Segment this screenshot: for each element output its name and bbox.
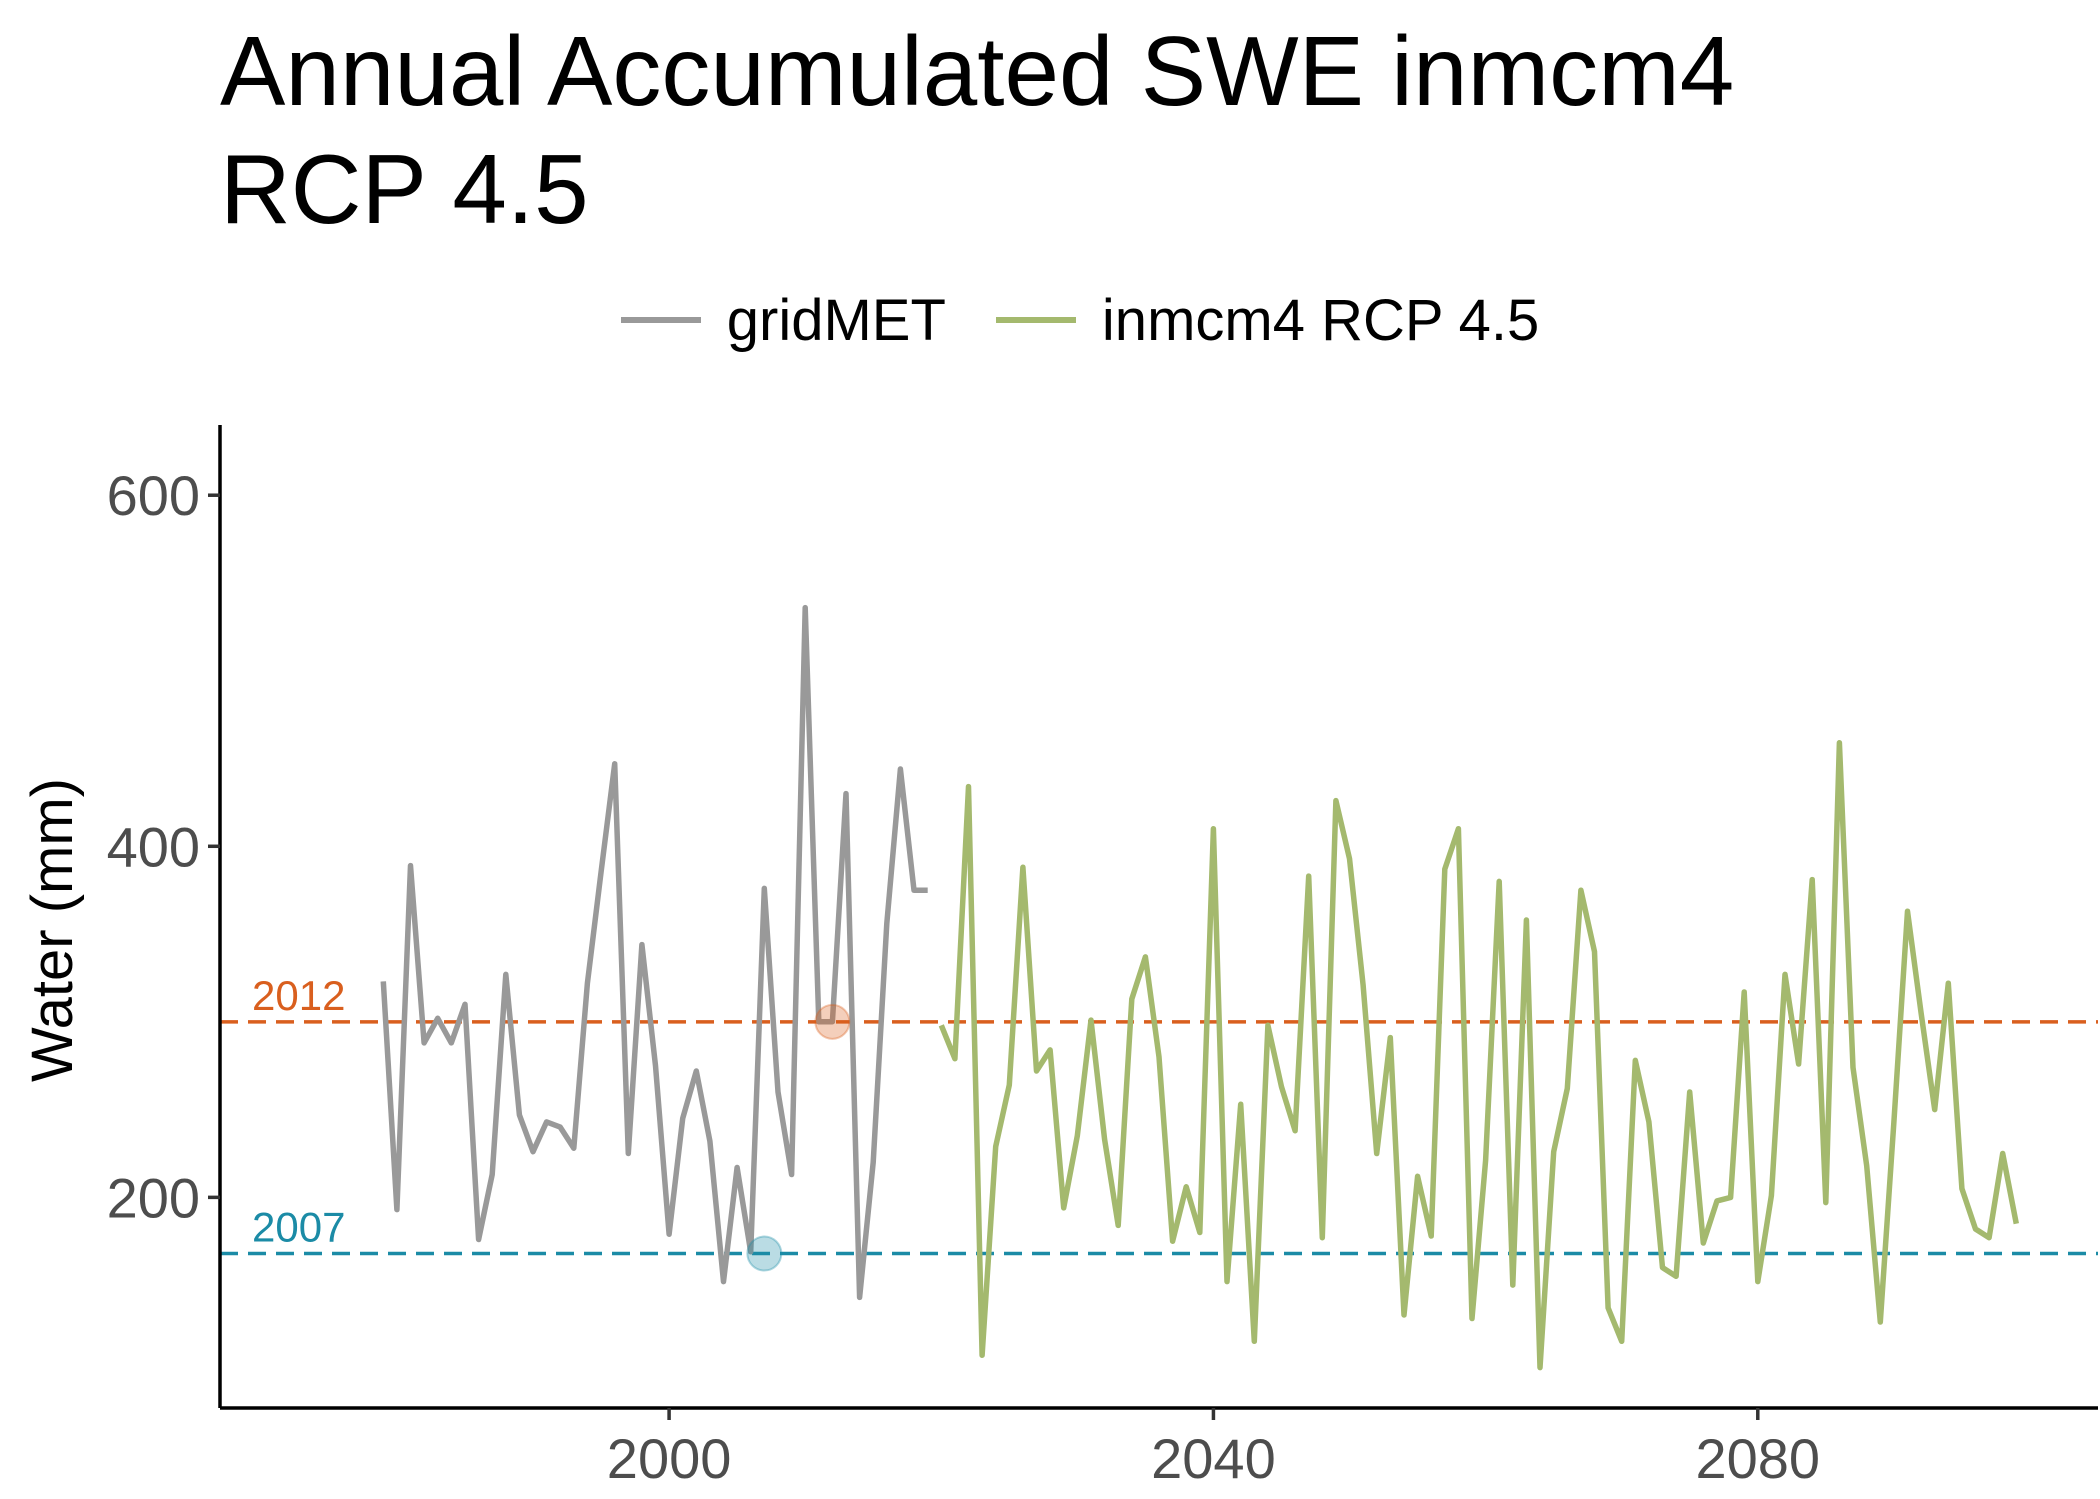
x-tick-label-2040: 2040 (1151, 1427, 1276, 1490)
y-axis-title: Water (mm) (20, 778, 85, 1082)
series-line-gridmet (380, 604, 928, 1301)
legend-key-inmcm4 (995, 317, 1076, 323)
legend-entry-gridmet: gridMET (620, 287, 946, 354)
series-line-inmcm4 (938, 739, 2019, 1371)
axes-layer: 200 400 600 2000 2040 2080 (107, 425, 2098, 1490)
y-tick-label-400: 400 (107, 815, 200, 878)
reference-lines-layer: 2012 2007 (220, 972, 2098, 1256)
highlight-point-2007 (746, 1235, 783, 1272)
legend-entry-inmcm4: inmcm4 RCP 4.5 (995, 287, 1540, 354)
legend-label-inmcm4: inmcm4 RCP 4.5 (1101, 287, 1540, 353)
reference-label-2007: 2007 (252, 1204, 345, 1251)
chart-title-line-1: Annual Accumulated SWE inmcm4 (220, 16, 1735, 126)
x-tick-label-2000: 2000 (607, 1427, 732, 1490)
y-tick-label-200: 200 (107, 1166, 200, 1229)
y-tick-label-600: 600 (107, 464, 200, 527)
marker-layer (746, 1003, 851, 1272)
highlight-point-2012 (814, 1003, 851, 1040)
legend-label-gridmet: gridMET (726, 287, 946, 353)
x-tick-label-2080: 2080 (1695, 1427, 1820, 1490)
reference-label-2012: 2012 (252, 972, 345, 1019)
legend: gridMET inmcm4 RCP 4.5 (0, 284, 2100, 356)
chart-title-line-2: RCP 4.5 (220, 134, 589, 244)
chart-title: Annual Accumulated SWE inmcm4 RCP 4.5 (220, 12, 2080, 248)
series-layer (380, 604, 2019, 1371)
legend-key-gridmet (620, 317, 701, 323)
